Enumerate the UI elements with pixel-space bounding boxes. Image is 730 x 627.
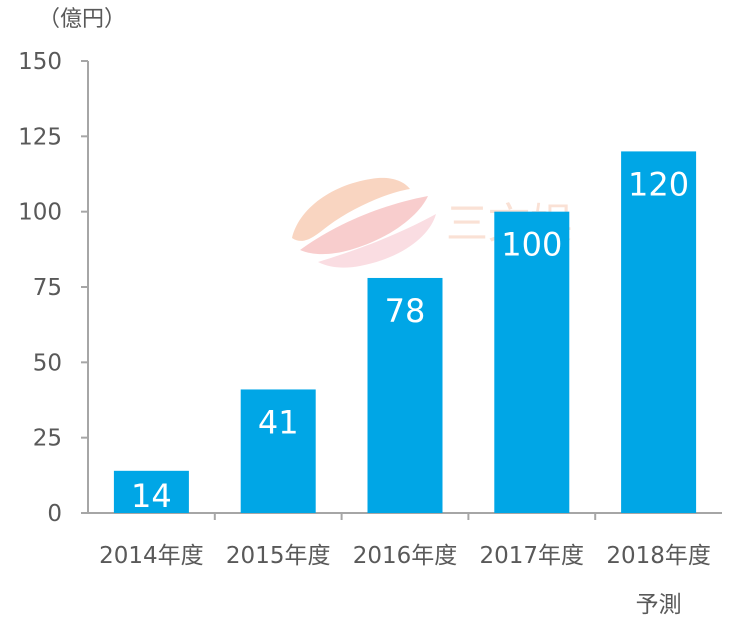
data-label: 120 (628, 165, 689, 203)
x-tick-label: 2015年度 (226, 543, 331, 569)
x-tick-label: 2017年度 (480, 543, 585, 569)
x-tick-sublabel: 予測 (636, 592, 682, 618)
x-tick-label: 2018年度 (606, 543, 711, 569)
y-axis-unit-label: （億円） (38, 7, 126, 32)
bar (113, 470, 189, 513)
watermark-logo-icon (292, 177, 436, 268)
y-tick-label: 125 (18, 124, 62, 150)
y-tick-label: 50 (33, 350, 62, 376)
y-tick-label: 75 (33, 275, 62, 301)
data-label: 14 (131, 477, 172, 515)
bar (367, 277, 443, 513)
y-tick-label: 100 (18, 200, 62, 226)
bars (113, 151, 697, 513)
bar (494, 211, 570, 513)
y-tick-label: 150 (18, 49, 62, 75)
data-label: 100 (501, 226, 562, 264)
y-tick-label: 0 (47, 501, 62, 527)
y-tick-label: 25 (33, 426, 62, 452)
labels: 0 25 50 75 100 125 150 14 2014年度 41 2015年度 78 2016年度… (18, 49, 711, 618)
bar (240, 389, 316, 513)
x-tick-label: 2014年度 (99, 543, 204, 569)
data-label: 41 (258, 403, 299, 441)
x-tick-label: 2016年度 (353, 543, 458, 569)
data-label: 78 (385, 292, 426, 330)
bar (621, 151, 697, 513)
